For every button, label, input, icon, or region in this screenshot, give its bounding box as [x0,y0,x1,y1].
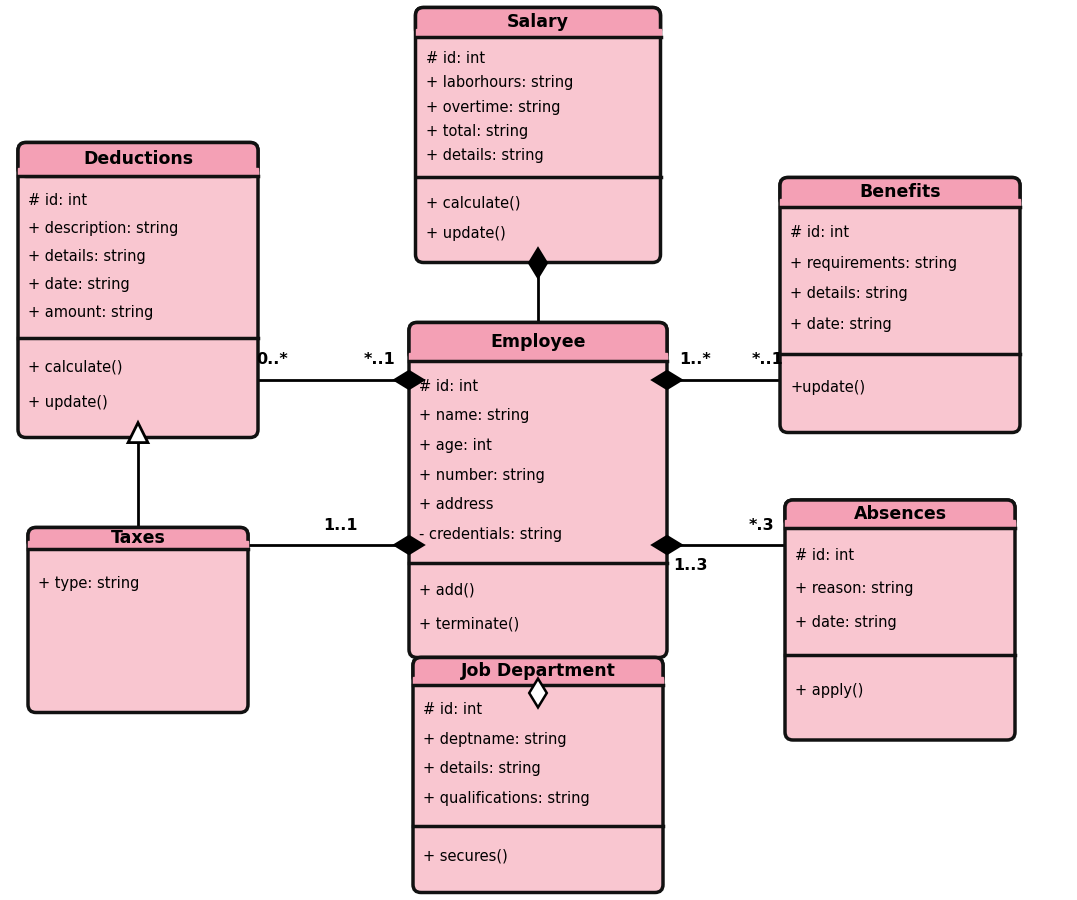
Text: # id: int: # id: int [423,702,482,717]
Text: *..1: *..1 [364,353,396,367]
Polygon shape [394,536,423,554]
Text: + laborhours: string: + laborhours: string [425,76,573,90]
Text: + calculate(): + calculate() [425,195,520,210]
Polygon shape [653,371,682,389]
Polygon shape [394,371,423,389]
Text: + date: string: + date: string [791,317,892,332]
Text: 1..*: 1..* [680,353,711,367]
Polygon shape [28,541,248,549]
Text: + requirements: string: + requirements: string [791,256,957,271]
Text: + reason: string: + reason: string [795,581,913,597]
Text: Absences: Absences [853,505,947,523]
Polygon shape [785,519,1015,527]
Text: Taxes: Taxes [111,529,166,547]
Text: + date: string: + date: string [28,277,129,292]
Text: + update(): + update() [425,226,505,240]
Polygon shape [128,423,148,443]
Text: # id: int: # id: int [795,548,854,562]
Text: 0..*: 0..* [256,353,288,367]
Text: +update(): +update() [791,380,865,395]
FancyBboxPatch shape [409,322,667,361]
Text: *..1: *..1 [752,353,784,367]
FancyBboxPatch shape [780,177,1020,207]
FancyBboxPatch shape [409,322,667,658]
Text: Benefits: Benefits [859,184,941,202]
Polygon shape [412,677,663,685]
FancyBboxPatch shape [28,527,248,549]
Text: + total: string: + total: string [425,123,528,139]
Text: + name: string: + name: string [419,409,530,424]
Text: # id: int: # id: int [791,225,849,240]
Text: Salary: Salary [507,14,569,32]
Text: + apply(): + apply() [795,683,864,698]
Text: + overtime: string: + overtime: string [425,100,560,114]
Text: + address: + address [419,498,493,512]
Polygon shape [529,248,547,277]
FancyBboxPatch shape [416,7,660,37]
Text: + calculate(): + calculate() [28,360,123,374]
Text: + deptname: string: + deptname: string [423,732,567,747]
Text: + number: string: + number: string [419,468,545,482]
Text: Job Department: Job Department [461,662,615,680]
Text: + update(): + update() [28,395,108,410]
FancyBboxPatch shape [412,658,663,893]
Text: + amount: string: + amount: string [28,305,153,320]
Text: + qualifications: string: + qualifications: string [423,790,590,806]
FancyBboxPatch shape [18,142,258,437]
Text: + description: string: + description: string [28,221,179,236]
Text: # id: int: # id: int [419,379,478,394]
Polygon shape [653,536,682,554]
Text: # id: int: # id: int [28,194,87,208]
FancyBboxPatch shape [780,177,1020,433]
Text: + date: string: + date: string [795,615,897,630]
Text: + terminate(): + terminate() [419,616,519,632]
Text: + details: string: + details: string [425,148,543,163]
Text: Employee: Employee [490,333,586,351]
Polygon shape [780,199,1020,207]
Polygon shape [529,679,547,707]
Text: + details: string: + details: string [791,286,908,302]
Text: - credentials: string: - credentials: string [419,527,562,542]
FancyBboxPatch shape [412,658,663,685]
Text: + details: string: + details: string [28,249,145,264]
Text: + age: int: + age: int [419,438,492,453]
Text: + type: string: + type: string [38,576,139,591]
Polygon shape [18,168,258,176]
Text: # id: int: # id: int [425,51,485,67]
FancyBboxPatch shape [28,527,248,713]
FancyBboxPatch shape [785,500,1015,527]
FancyBboxPatch shape [18,142,258,176]
Text: + details: string: + details: string [423,761,541,776]
Text: 1..1: 1..1 [323,518,358,533]
Text: + add(): + add() [419,583,475,598]
Text: *.3: *.3 [750,518,774,533]
Text: Deductions: Deductions [83,150,193,168]
Polygon shape [416,29,660,37]
FancyBboxPatch shape [416,7,660,263]
Text: + secures(): + secures() [423,848,507,863]
Text: 1..3: 1..3 [673,557,708,572]
FancyBboxPatch shape [785,500,1015,740]
Polygon shape [409,353,667,361]
